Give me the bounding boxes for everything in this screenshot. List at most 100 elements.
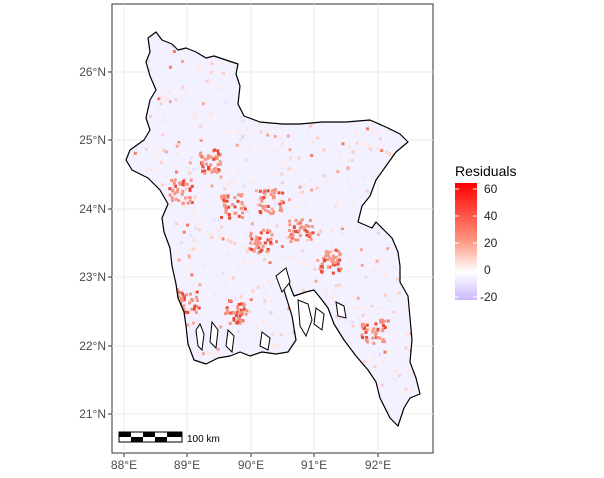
- residual-cell: [261, 244, 265, 248]
- residual-cell: [374, 263, 378, 267]
- residual-cell: [318, 267, 322, 271]
- residual-cell: [199, 138, 203, 142]
- residual-cell: [410, 387, 414, 391]
- residual-cell: [154, 142, 158, 146]
- residual-cell: [225, 308, 229, 312]
- residual-cell: [210, 113, 214, 117]
- residual-cell: [218, 153, 222, 157]
- residual-cell: [331, 256, 335, 260]
- residual-cell: [385, 150, 389, 154]
- residual-cell: [259, 196, 263, 200]
- residual-cell: [336, 249, 340, 253]
- residual-cell: [238, 314, 242, 318]
- residual-cell: [324, 250, 328, 254]
- residual-cell: [210, 184, 214, 188]
- residual-cell: [239, 138, 243, 142]
- residual-cell: [197, 306, 201, 310]
- residual-cell: [330, 260, 334, 264]
- residual-cell: [207, 79, 211, 83]
- residual-cell: [319, 265, 323, 269]
- country-border: [125, 31, 421, 427]
- residual-cell: [337, 269, 341, 273]
- residual-cell: [220, 196, 224, 200]
- residual-cell: [209, 232, 213, 236]
- residual-cell: [250, 237, 254, 241]
- residual-cell: [267, 254, 271, 258]
- residual-cell: [255, 325, 259, 329]
- residual-cell: [207, 170, 211, 174]
- residual-cell: [379, 306, 383, 310]
- residual-cell: [278, 136, 282, 140]
- residual-cell: [291, 256, 295, 260]
- residual-cell: [380, 321, 384, 325]
- residual-cell: [174, 197, 178, 201]
- residual-cell: [268, 229, 272, 233]
- residual-cell: [372, 341, 376, 345]
- residual-cell: [242, 304, 246, 308]
- residual-cell: [164, 96, 168, 100]
- residual-cell: [335, 285, 339, 289]
- residual-cell: [196, 166, 200, 170]
- residual-cell: [262, 196, 266, 200]
- residual-cell: [265, 130, 269, 134]
- residual-cell: [328, 256, 332, 260]
- residual-cell: [288, 219, 292, 223]
- residual-cell: [243, 207, 247, 211]
- residual-cell: [286, 134, 290, 138]
- residual-cell: [282, 294, 286, 298]
- residual-cell: [231, 310, 235, 314]
- residual-cell: [236, 264, 240, 268]
- residual-cell: [360, 194, 364, 198]
- residual-cell: [174, 222, 178, 226]
- residual-cell: [225, 199, 229, 203]
- residual-cell: [350, 122, 354, 126]
- residual-cell: [219, 175, 223, 179]
- residual-cell: [194, 238, 198, 242]
- residual-cell: [241, 211, 245, 215]
- residual-cell: [316, 258, 320, 262]
- residual-cell: [376, 336, 380, 340]
- residual-cell: [228, 299, 232, 303]
- residual-cell: [250, 222, 254, 226]
- residual-cell: [201, 102, 205, 106]
- residual-cell: [245, 309, 249, 313]
- residual-cell: [229, 240, 233, 244]
- residual-cell: [214, 155, 218, 159]
- residual-cell: [154, 118, 158, 122]
- legend: Residuals 60 40 20 0 -20: [455, 163, 516, 304]
- residual-cell: [301, 249, 305, 253]
- residual-cell: [259, 231, 263, 235]
- residual-cell: [347, 159, 351, 163]
- residual-cell: [267, 210, 271, 214]
- residual-cell: [303, 228, 307, 232]
- residual-cell: [192, 307, 196, 311]
- residual-cell: [224, 195, 228, 199]
- residual-cell: [349, 185, 353, 189]
- residual-cell: [348, 259, 352, 263]
- legend-label: -20: [480, 290, 498, 304]
- residual-cell: [271, 196, 275, 200]
- residual-cell: [271, 333, 275, 337]
- residual-cell: [266, 205, 270, 209]
- residual-cell: [353, 134, 357, 138]
- residual-cell: [260, 248, 264, 252]
- residual-cell: [264, 208, 268, 212]
- residual-cell: [266, 238, 270, 242]
- residual-cell: [266, 193, 270, 197]
- residual-cell: [231, 180, 235, 184]
- residual-cell: [272, 343, 276, 347]
- residual-cell: [268, 239, 272, 243]
- residual-cell: [219, 106, 223, 110]
- residual-cell: [404, 387, 408, 391]
- residual-cell: [324, 287, 328, 291]
- residual-cell: [376, 130, 380, 134]
- residual-cell: [190, 128, 194, 132]
- residual-cell: [249, 231, 253, 235]
- residual-cell: [157, 97, 161, 101]
- residual-cell: [335, 314, 339, 318]
- residual-cell: [223, 282, 227, 286]
- residual-cell: [221, 237, 225, 241]
- residual-cell: [248, 247, 252, 251]
- residual-cell: [386, 324, 390, 328]
- residual-cell: [237, 193, 241, 197]
